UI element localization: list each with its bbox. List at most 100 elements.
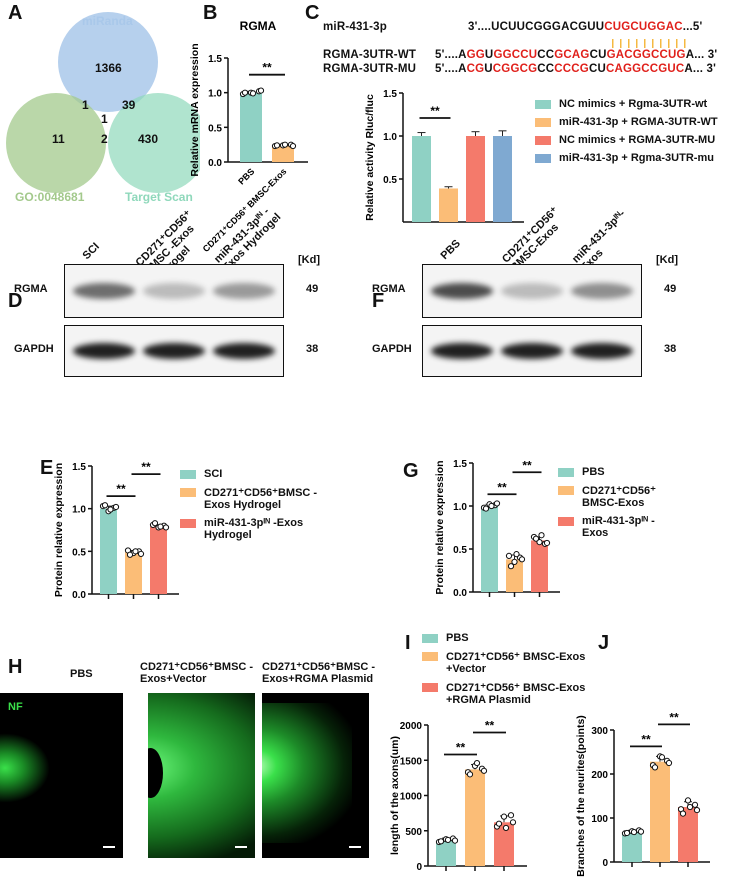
significance-label: ** bbox=[485, 718, 495, 732]
data-point bbox=[623, 829, 631, 837]
data-point bbox=[273, 142, 281, 149]
legend-item: NC mimics + RGMA-3UTR-MU bbox=[535, 134, 718, 146]
data-point bbox=[451, 837, 459, 844]
bar bbox=[678, 807, 698, 862]
data-point bbox=[693, 806, 701, 814]
data-point bbox=[249, 90, 257, 97]
y-tick-label: 0.0 bbox=[72, 590, 86, 601]
band bbox=[501, 343, 563, 359]
legend-item: miR-431-3p + Rgma-3UTR-mu bbox=[535, 152, 718, 164]
venn-label-mirnada: miRanda bbox=[82, 14, 133, 28]
sequence-segment: A... 3' bbox=[684, 63, 717, 75]
data-point bbox=[505, 552, 513, 559]
mirna-sequence: 3'....UCUUCGGGACGUUCUGCUGGAC...5' bbox=[468, 21, 702, 33]
sequence-segment: U bbox=[484, 63, 493, 75]
y-tick-label: 200 bbox=[591, 770, 608, 781]
data-point bbox=[637, 828, 645, 835]
legend-item: CD271⁺CD56⁺ BMSC-Exos bbox=[558, 484, 668, 509]
nf-image-pbs: NF bbox=[0, 693, 123, 858]
data-point bbox=[513, 551, 520, 558]
sequence-segment: GGCCU bbox=[493, 49, 538, 61]
y-tick-label: 0 bbox=[602, 858, 608, 869]
data-point bbox=[686, 803, 694, 811]
panel-label-i: I bbox=[405, 632, 411, 654]
data-point bbox=[151, 520, 159, 527]
y-axis-label: Branches of the neurites(points) bbox=[575, 715, 587, 877]
venn-count: 11 bbox=[52, 132, 65, 146]
venn-count: 1 bbox=[101, 112, 108, 126]
venn-count: 39 bbox=[122, 98, 136, 112]
band bbox=[73, 283, 135, 299]
sequence-segment: CC bbox=[537, 49, 555, 61]
data-point bbox=[480, 767, 488, 774]
data-point bbox=[466, 771, 474, 778]
legend-item: CD271⁺CD56⁺ BMSC-Exos +Vector bbox=[422, 650, 622, 675]
mu-label: RGMA-3UTR-MU bbox=[323, 63, 417, 75]
kd-value: 49 bbox=[306, 283, 319, 295]
data-point bbox=[679, 810, 687, 817]
significance-label: ** bbox=[430, 104, 440, 118]
kd-value: 38 bbox=[306, 343, 319, 355]
significance-label: ** bbox=[497, 480, 507, 494]
venn-circle-targetscan bbox=[108, 93, 200, 193]
band bbox=[213, 343, 275, 359]
y-axis-label: Protein relative expression bbox=[53, 463, 65, 597]
legend-item: miR-431-3p + RGMA-3UTR-WT bbox=[535, 116, 718, 128]
kd-value: 49 bbox=[664, 283, 677, 295]
data-point bbox=[107, 506, 114, 513]
bar bbox=[150, 526, 167, 594]
y-tick-label: 0.0 bbox=[208, 158, 222, 169]
y-tick-label: 0 bbox=[416, 862, 422, 873]
data-point bbox=[482, 505, 490, 512]
y-tick-label: 1500 bbox=[400, 756, 423, 767]
bar bbox=[494, 822, 514, 866]
venn-diagram bbox=[6, 12, 200, 193]
data-point bbox=[437, 838, 445, 845]
sequence-segment: GCAG bbox=[554, 49, 590, 61]
data-point bbox=[502, 824, 510, 832]
data-point bbox=[488, 502, 495, 510]
sequence-segment: A... 3' bbox=[685, 49, 718, 61]
y-tick-label: 1.5 bbox=[453, 459, 467, 470]
image-caption: PBS bbox=[70, 668, 93, 680]
y-tick-label: 0.5 bbox=[453, 545, 467, 556]
bar bbox=[493, 136, 512, 222]
data-point bbox=[651, 764, 659, 771]
y-tick-label: 0.0 bbox=[453, 588, 467, 599]
bar bbox=[650, 761, 670, 862]
data-point bbox=[289, 142, 297, 150]
significance-label: ** bbox=[116, 482, 126, 496]
row-label: GAPDH bbox=[372, 343, 412, 355]
data-point bbox=[132, 548, 139, 555]
significance-label: ** bbox=[262, 61, 272, 75]
significance-label: ** bbox=[669, 710, 679, 724]
y-tick-label: 300 bbox=[591, 726, 608, 737]
y-tick-label: 100 bbox=[591, 814, 608, 825]
legend-item: CD271⁺CD56⁺ BMSC-Exos +RGMA Plasmid bbox=[422, 681, 622, 706]
panel-label-e: E bbox=[40, 457, 54, 479]
band bbox=[73, 343, 135, 359]
bar bbox=[465, 769, 485, 866]
data-point bbox=[473, 759, 481, 767]
band bbox=[501, 283, 563, 299]
panel-label-g: G bbox=[403, 460, 419, 482]
y-axis-label: length of the axons(um) bbox=[389, 736, 401, 855]
bar bbox=[531, 540, 548, 592]
band bbox=[571, 343, 633, 359]
base-pair-lines bbox=[612, 39, 692, 48]
bar bbox=[466, 136, 485, 222]
data-point bbox=[518, 556, 526, 563]
data-point bbox=[658, 754, 666, 761]
y-axis-label: Relative activity Rluc/fluc bbox=[364, 94, 376, 221]
data-point bbox=[511, 558, 518, 566]
bar bbox=[622, 832, 642, 862]
data-point bbox=[281, 141, 289, 148]
legend-item: PBS bbox=[558, 466, 668, 478]
blot-gapdh bbox=[422, 325, 642, 377]
data-point bbox=[126, 551, 134, 558]
mu-sequence: 5'....ACGUCGGCGCCCCCGCUCAGGCCGUCA... 3' bbox=[435, 63, 716, 75]
mirna-label: miR-431-3p bbox=[323, 21, 387, 33]
data-point bbox=[241, 89, 249, 96]
chart-title: RGMA bbox=[240, 19, 277, 33]
bar bbox=[125, 552, 142, 594]
